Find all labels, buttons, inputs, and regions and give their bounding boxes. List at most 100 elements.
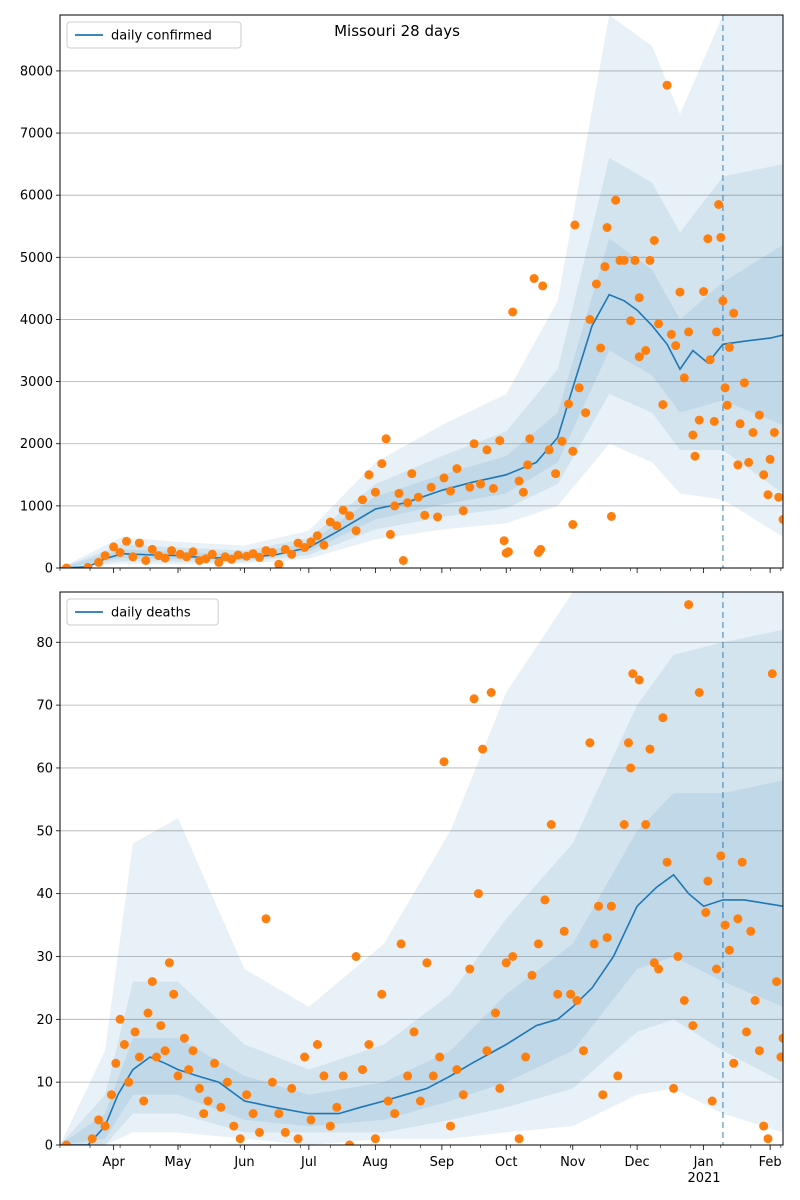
observed-point [536, 544, 546, 554]
observed-point [203, 1096, 213, 1106]
axes-frame [59, 14, 784, 569]
observed-point [688, 1021, 698, 1031]
observed-point [300, 543, 310, 552]
observed-point [759, 1121, 769, 1131]
observed-point [754, 410, 764, 420]
observed-point [735, 419, 745, 429]
y-tick-label: 50 [36, 824, 53, 839]
observed-point [351, 526, 361, 536]
observed-point [458, 1090, 468, 1100]
y-tick-label: 4000 [20, 313, 53, 328]
y-tick-label: 40 [36, 887, 53, 902]
observed-point [733, 460, 743, 470]
observed-point [518, 487, 528, 497]
observed-point [701, 908, 711, 917]
observed-point [87, 1134, 97, 1144]
observed-point [533, 939, 543, 949]
observed-point [553, 989, 563, 999]
observed-point [679, 373, 689, 383]
observed-point [606, 901, 616, 911]
y-tick-label: 80 [36, 636, 53, 651]
observed-point [188, 547, 198, 557]
observed-point [774, 492, 783, 502]
observed-point [160, 1046, 170, 1056]
observed-point [319, 540, 329, 550]
observed-point [426, 482, 436, 492]
observed-point [641, 346, 651, 355]
observed-point [229, 1121, 239, 1131]
observed-point [435, 1052, 445, 1062]
observed-point [306, 1115, 316, 1125]
observed-point [742, 1027, 751, 1037]
observed-point [147, 544, 157, 554]
observed-point [261, 914, 271, 924]
x-tick-label: Nov [560, 1155, 586, 1170]
observed-point [390, 1109, 400, 1119]
y-tick-label: 1000 [20, 499, 53, 514]
observed-point [377, 459, 387, 469]
observed-point [611, 195, 621, 205]
observed-point [744, 457, 754, 467]
observed-point [671, 341, 681, 351]
observed-point [385, 529, 395, 539]
observed-point [739, 378, 749, 388]
observed-point [383, 1096, 393, 1106]
x-tick-label: Dec [625, 1155, 650, 1170]
observed-point [280, 544, 290, 554]
observed-point [134, 1052, 144, 1062]
observed-point [409, 1027, 419, 1037]
observed-point [267, 548, 277, 557]
observed-point [482, 445, 492, 455]
legend-box [66, 598, 219, 626]
observed-point [396, 939, 406, 949]
band-80 [60, 629, 783, 1145]
observed-point [501, 958, 511, 968]
observed-point [109, 542, 119, 552]
observed-point [242, 1090, 252, 1100]
observed-point [338, 1071, 348, 1081]
y-tick-label: 30 [36, 950, 53, 965]
observed-point [564, 399, 573, 409]
observed-point [130, 1027, 140, 1037]
observed-point [358, 495, 367, 505]
observed-point [634, 352, 644, 362]
observed-point [684, 600, 694, 610]
observed-point [654, 319, 664, 329]
observed-point [482, 1046, 492, 1056]
observed-point [214, 557, 224, 567]
observed-point [128, 552, 138, 562]
observed-point [570, 220, 580, 230]
observed-point [712, 964, 721, 974]
observed-point [413, 492, 423, 502]
observed-point [619, 255, 629, 265]
observed-point [293, 1134, 303, 1144]
observed-point [476, 479, 485, 489]
observed-point [662, 857, 672, 867]
observed-point [403, 498, 413, 508]
observed-point [634, 675, 644, 685]
observed-point [778, 515, 783, 524]
x-tick-label: Jul [300, 1155, 317, 1170]
observed-point [439, 757, 449, 767]
observed-point [267, 1077, 277, 1087]
legend: daily confirmed [66, 21, 242, 49]
observed-point [523, 460, 533, 470]
observed-point [508, 307, 518, 317]
observed-point [182, 552, 192, 562]
y-tick-label: 20 [36, 1013, 53, 1028]
y-tick-label: 0 [45, 562, 53, 577]
observed-point [514, 476, 524, 486]
observed-point [100, 551, 110, 561]
observed-point [201, 554, 211, 564]
observed-point [458, 506, 468, 516]
observed-point [499, 536, 509, 546]
observed-point [508, 952, 518, 961]
observed-point [703, 876, 713, 886]
observed-point [591, 279, 601, 289]
observed-point [598, 1090, 608, 1100]
observed-point [452, 464, 462, 474]
observed-point [690, 451, 700, 461]
observed-point [306, 537, 316, 547]
observed-point [287, 1083, 297, 1093]
